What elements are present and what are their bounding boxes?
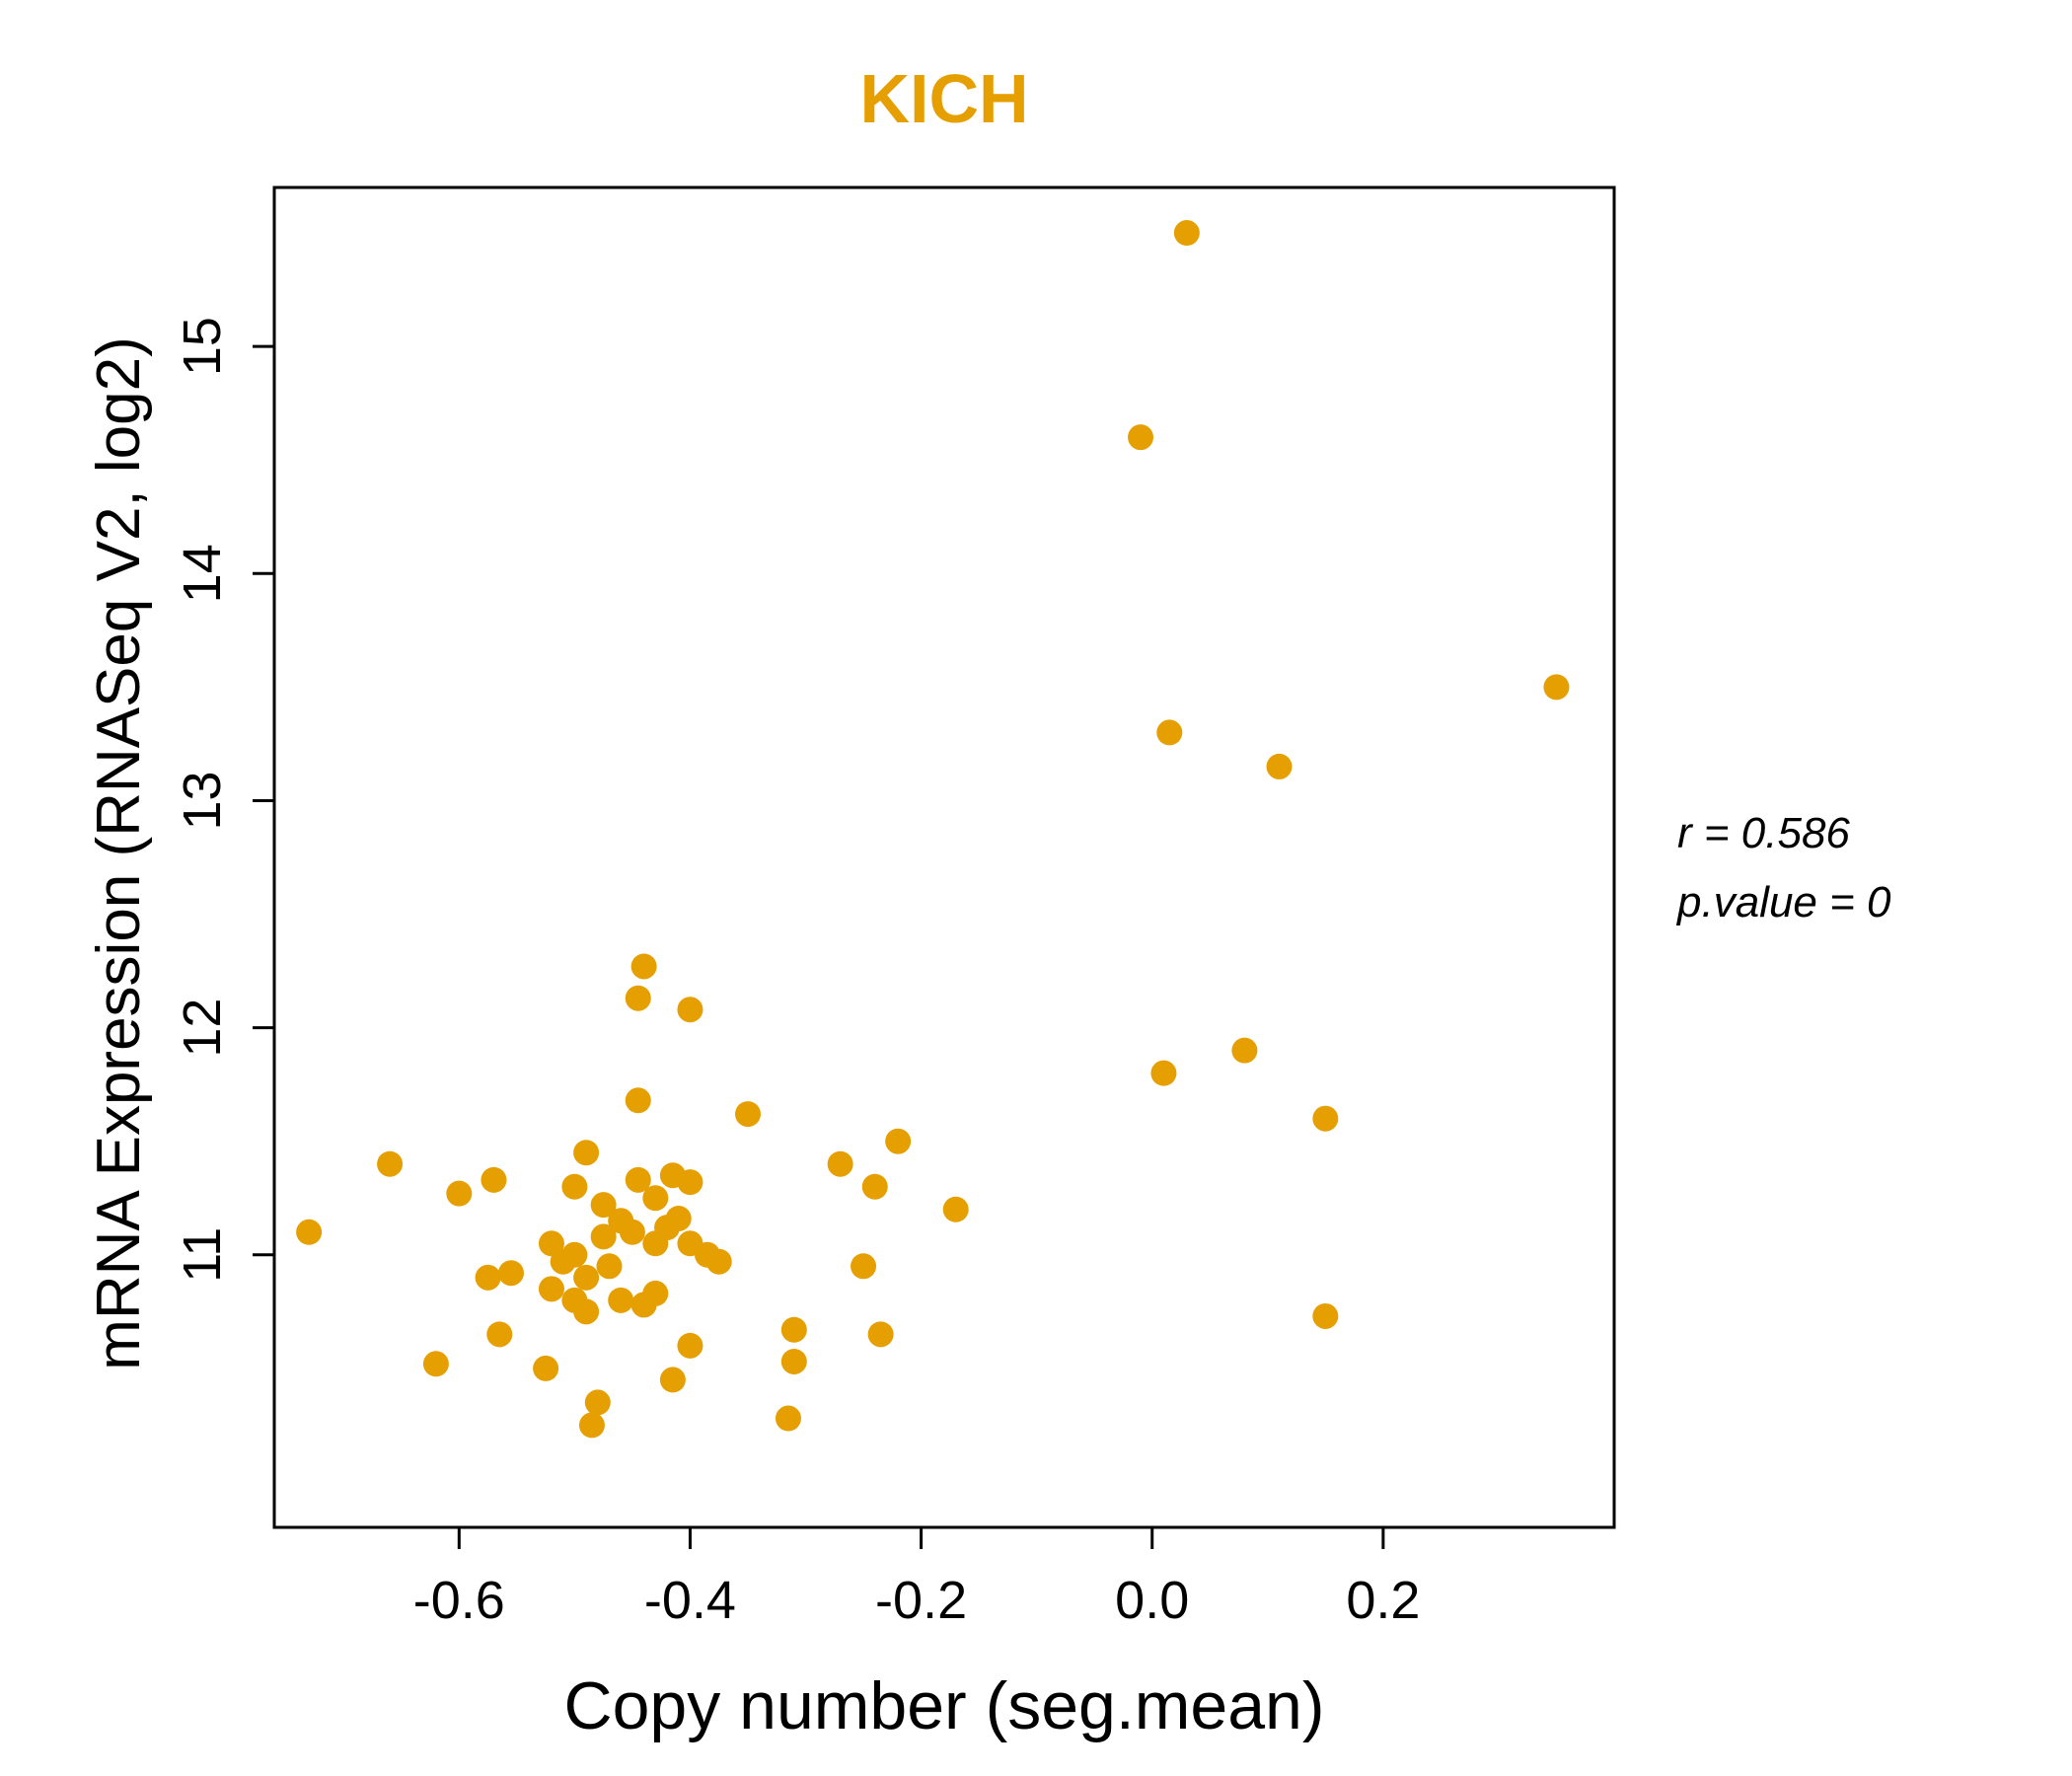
- data-point: [538, 1276, 564, 1302]
- x-tick-label: -0.6: [413, 1571, 505, 1630]
- data-point: [827, 1150, 853, 1177]
- data-point: [851, 1253, 877, 1280]
- x-tick-label: 0.0: [1115, 1571, 1189, 1630]
- data-point: [775, 1405, 801, 1432]
- data-point: [561, 1173, 588, 1200]
- data-point: [705, 1248, 732, 1275]
- x-tick-label: 0.2: [1346, 1571, 1420, 1630]
- data-point: [578, 1412, 605, 1439]
- y-tick-label: 14: [173, 544, 232, 603]
- data-point: [377, 1150, 404, 1177]
- data-point: [942, 1196, 969, 1222]
- data-point: [1173, 220, 1200, 247]
- chart-title: KICH: [859, 60, 1029, 137]
- data-point: [625, 1087, 651, 1114]
- data-point: [481, 1166, 507, 1193]
- correlation-annotation: r = 0.586 p.value = 0: [1677, 799, 1891, 938]
- data-point: [596, 1253, 623, 1280]
- data-point: [446, 1180, 473, 1207]
- data-point: [561, 1241, 588, 1268]
- data-point: [497, 1260, 524, 1287]
- data-point: [590, 1192, 617, 1219]
- data-point: [590, 1223, 617, 1250]
- data-point: [1312, 1302, 1339, 1329]
- data-point: [677, 1332, 703, 1359]
- data-point: [1543, 674, 1570, 701]
- data-point: [584, 1389, 611, 1416]
- data-point: [475, 1264, 501, 1291]
- y-tick-label: 12: [173, 999, 232, 1058]
- data-point: [780, 1316, 807, 1343]
- data-point: [1231, 1037, 1258, 1064]
- data-point: [573, 1140, 600, 1166]
- data-point: [422, 1351, 449, 1377]
- y-tick-label: 15: [173, 317, 232, 376]
- data-point: [1156, 719, 1183, 746]
- plot-border: [272, 185, 1616, 1529]
- data-point: [885, 1128, 912, 1154]
- data-point: [625, 1166, 651, 1193]
- data-point: [867, 1321, 894, 1348]
- y-axis-label: mRNA Expression (RNASeq V2, log2): [85, 336, 153, 1370]
- data-point: [608, 1287, 634, 1313]
- r-value-text: r = 0.586: [1677, 809, 1850, 857]
- data-point: [619, 1219, 645, 1245]
- data-point: [573, 1298, 600, 1325]
- data-point: [533, 1355, 559, 1381]
- data-point: [642, 1280, 669, 1306]
- data-point: [861, 1173, 888, 1200]
- data-point: [659, 1367, 686, 1393]
- data-point: [625, 985, 651, 1011]
- data-point: [642, 1185, 669, 1212]
- data-point: [665, 1205, 692, 1231]
- data-point: [780, 1348, 807, 1374]
- data-point: [573, 1264, 600, 1291]
- data-point: [486, 1321, 513, 1348]
- data-point: [1312, 1105, 1339, 1132]
- data-point: [296, 1219, 323, 1245]
- data-point: [1150, 1060, 1177, 1086]
- p-value-text: p.value = 0: [1677, 878, 1891, 927]
- data-point: [1266, 753, 1293, 779]
- y-tick-label: 11: [173, 1227, 232, 1283]
- data-point: [1128, 424, 1154, 451]
- x-axis-label: Copy number (seg.mean): [563, 1668, 1325, 1743]
- data-point: [734, 1101, 761, 1128]
- data-point: [677, 1169, 703, 1196]
- data-point: [677, 997, 703, 1023]
- x-tick-label: -0.2: [875, 1571, 967, 1630]
- x-tick-label: -0.4: [644, 1571, 736, 1630]
- data-point: [630, 953, 657, 980]
- data-point: [538, 1230, 564, 1257]
- y-tick-label: 13: [173, 771, 232, 830]
